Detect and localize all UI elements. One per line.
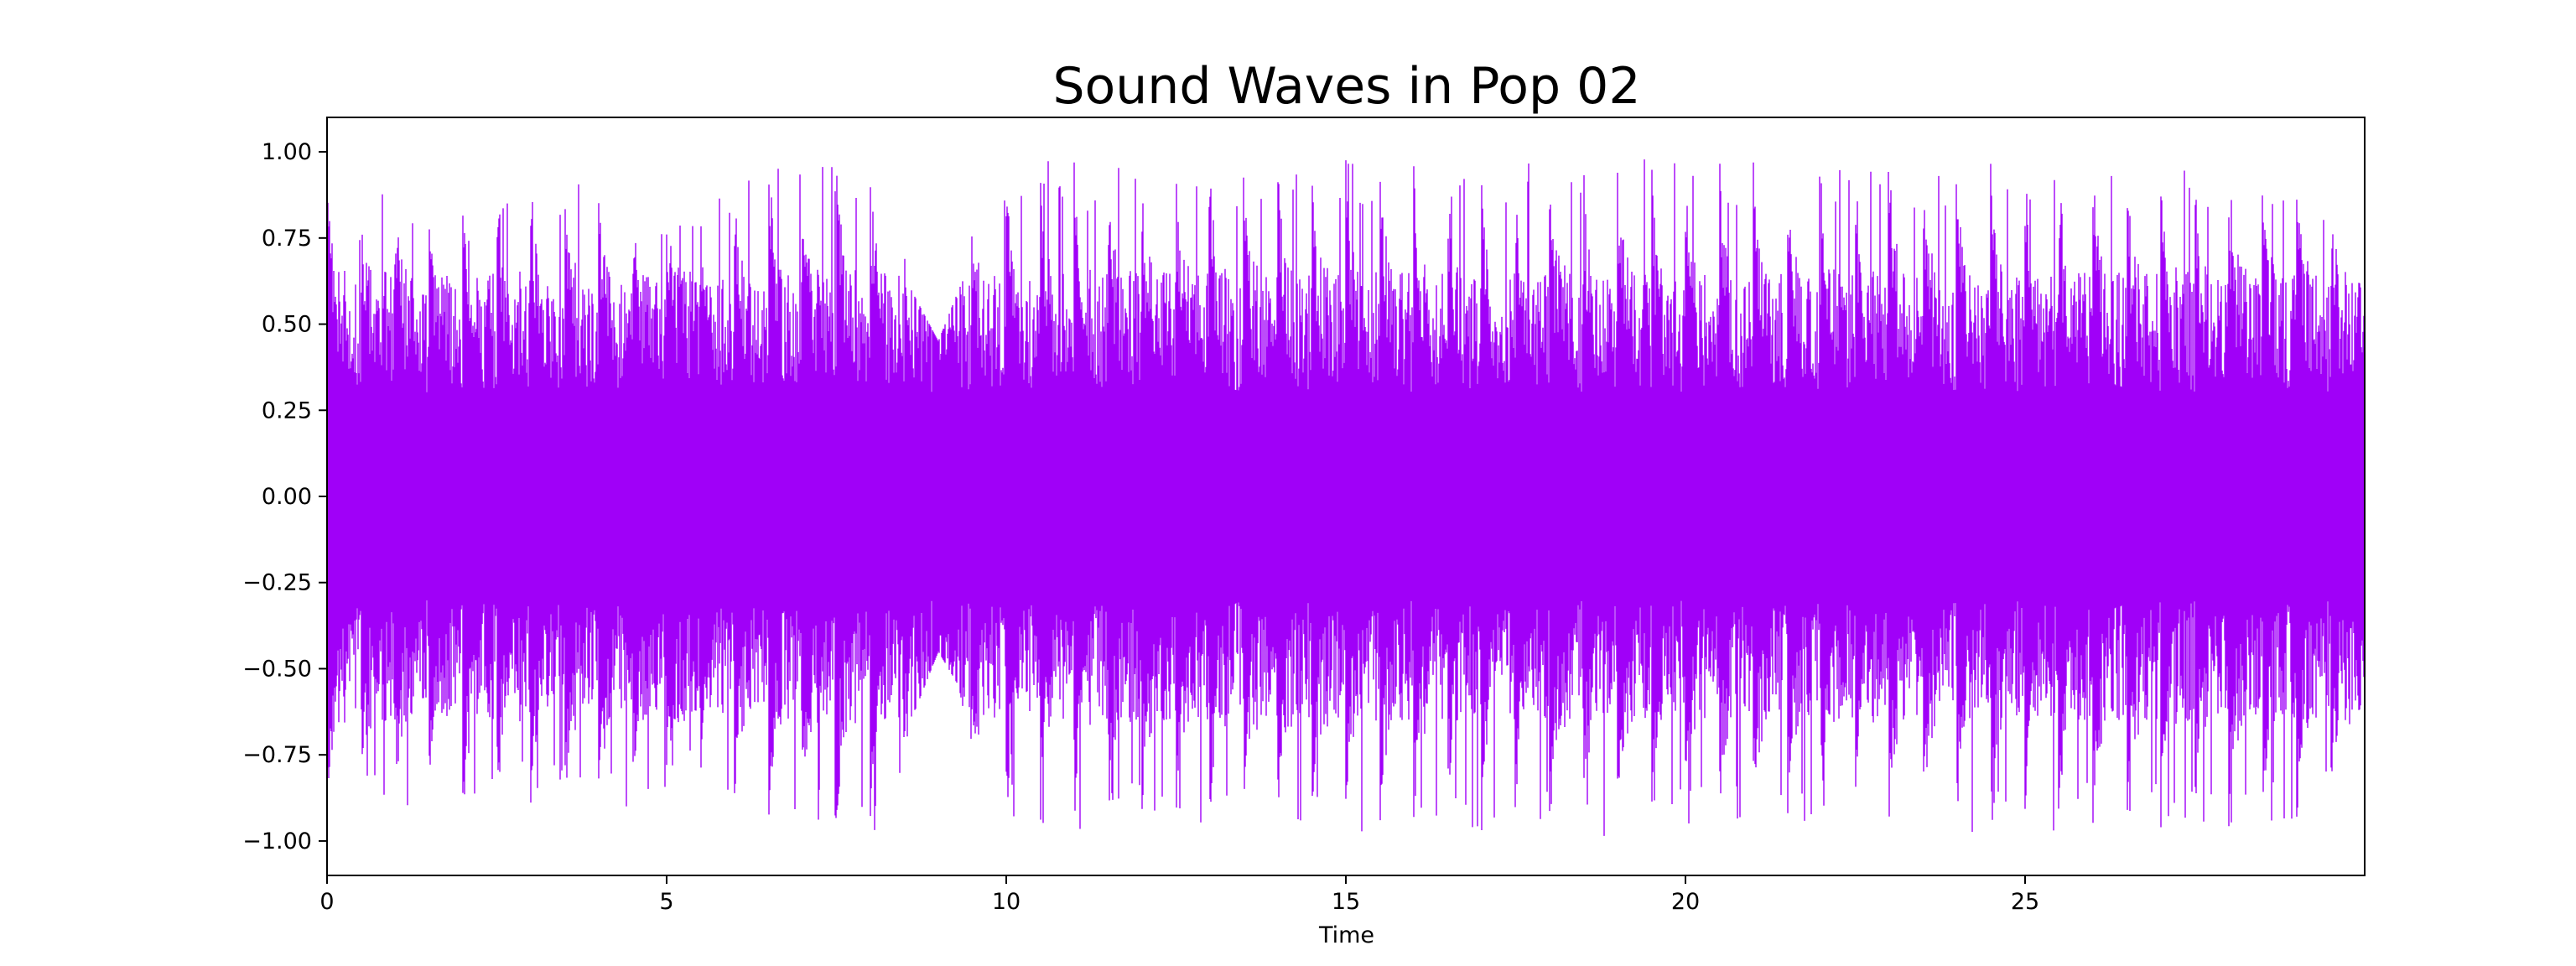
x-tick-label: 10 [992,889,1021,915]
chart-title: Sound Waves in Pop 02 [1052,57,1640,116]
x-tick-label: 25 [2011,889,2039,915]
x-tick-label: 20 [1671,889,1700,915]
x-tick-label: 5 [659,889,673,915]
y-tick-label: −0.75 [242,742,312,768]
plot-area [326,159,2366,836]
x-axis-label: Time [1318,922,1374,948]
y-tick-label: 0.75 [262,226,312,252]
y-tick-label: 0.00 [262,484,312,510]
y-tick-label: −1.00 [242,828,312,854]
y-tick-label: −0.50 [242,656,312,682]
y-tick-label: 0.50 [262,312,312,338]
y-tick-label: −0.25 [242,570,312,596]
plot-frame [326,117,2366,876]
x-axis: 0 5 10 15 20 25 [319,875,2039,915]
y-axis: 1.00 0.75 0.50 0.25 0.00 −0.25 −0.50 −0.75 −1.00 [242,139,327,854]
x-tick-label: 15 [1332,889,1360,915]
y-tick-label: 0.25 [262,397,312,423]
y-tick-label: 1.00 [262,139,312,165]
waveform-series [326,159,2366,836]
x-tick-label: 0 [319,889,334,915]
